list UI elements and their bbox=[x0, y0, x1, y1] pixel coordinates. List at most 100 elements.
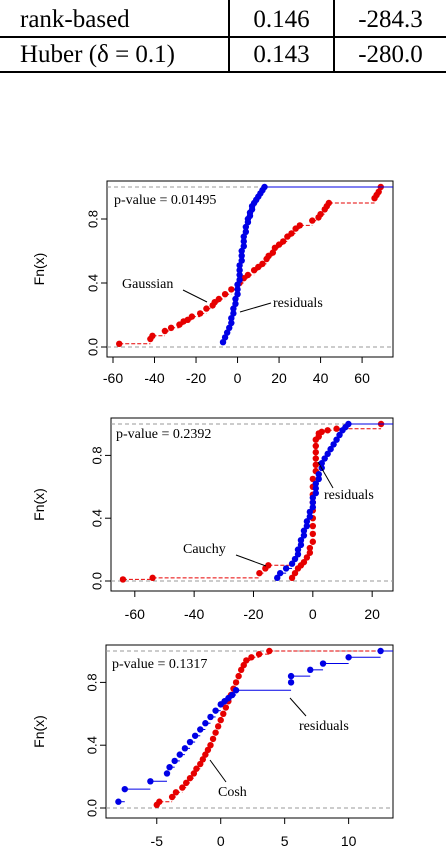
data-point bbox=[167, 324, 175, 331]
data-point bbox=[223, 329, 231, 336]
p-value-label: p-value = 0.01495 bbox=[114, 193, 216, 208]
table-bottom-rule bbox=[0, 71, 446, 73]
data-point bbox=[266, 647, 273, 655]
y-axis-label: Fn(x) bbox=[31, 253, 47, 286]
x-tick-label: 0 bbox=[217, 833, 225, 849]
table-cell-value1: 0.146 bbox=[253, 5, 310, 33]
data-point bbox=[202, 751, 209, 758]
table-cell-value1: 0.143 bbox=[253, 40, 310, 68]
data-point bbox=[116, 340, 123, 347]
data-point bbox=[226, 324, 233, 331]
data-point bbox=[300, 532, 308, 539]
data-point bbox=[222, 704, 230, 711]
data-point bbox=[321, 455, 328, 462]
data-point bbox=[303, 554, 311, 561]
data-point bbox=[232, 679, 240, 686]
table-cell-value2: -280.0 bbox=[358, 40, 423, 68]
x-tick-label: -40 bbox=[144, 370, 164, 386]
data-point bbox=[288, 230, 295, 237]
data-point bbox=[188, 313, 196, 320]
data-point bbox=[240, 661, 247, 669]
data-point bbox=[209, 735, 217, 743]
residuals-label: residuals bbox=[273, 296, 323, 311]
data-point bbox=[191, 732, 199, 739]
data-point bbox=[199, 756, 207, 763]
data-point bbox=[207, 742, 214, 749]
y-tick-label: 0.4 bbox=[89, 509, 104, 527]
data-point bbox=[197, 760, 204, 768]
data-point bbox=[336, 431, 343, 439]
plot-frame bbox=[106, 180, 394, 358]
data-point bbox=[163, 770, 171, 777]
data-point bbox=[229, 691, 236, 699]
data-point bbox=[238, 252, 245, 259]
label-leader-line bbox=[235, 554, 267, 567]
data-point bbox=[312, 489, 319, 497]
data-point bbox=[168, 793, 176, 801]
p-value-label: p-value = 0.2392 bbox=[116, 427, 211, 442]
label-leader-line bbox=[317, 461, 334, 489]
data-point bbox=[197, 726, 204, 733]
data-point bbox=[236, 262, 243, 269]
plot-frame bbox=[105, 644, 394, 819]
data-point bbox=[228, 286, 235, 293]
data-point bbox=[196, 310, 204, 317]
x-tick-label: -60 bbox=[103, 370, 123, 386]
data-point bbox=[238, 257, 245, 264]
data-point bbox=[319, 660, 327, 667]
x-tick-label: -20 bbox=[186, 370, 206, 386]
data-point bbox=[306, 508, 314, 516]
data-point bbox=[147, 778, 154, 785]
data-point bbox=[287, 672, 295, 680]
results-table: rank-based 0.146 -284.3 Huber (δ = 0.1) … bbox=[0, 0, 446, 73]
x-tick-label: -60 bbox=[125, 606, 145, 622]
p-value-label: p-value = 0.1317 bbox=[112, 657, 207, 672]
data-point bbox=[309, 499, 317, 506]
y-tick-label: 0.0 bbox=[84, 799, 99, 817]
data-point bbox=[221, 291, 229, 298]
data-point bbox=[300, 558, 308, 566]
data-point bbox=[274, 574, 281, 582]
y-tick-label: 0.8 bbox=[89, 446, 104, 464]
data-point bbox=[176, 751, 183, 758]
data-point bbox=[312, 449, 319, 456]
data-point bbox=[186, 774, 194, 782]
ecdf-panel-2: 0.0 0.4 0.8 -60 -40 -20 0 20 Fn(x) p-value = 0.23… bbox=[31, 417, 394, 622]
x-tick-label: 40 bbox=[313, 370, 329, 386]
data-point bbox=[243, 657, 250, 664]
data-point bbox=[312, 485, 319, 492]
data-point bbox=[315, 475, 322, 483]
data-point bbox=[327, 445, 334, 453]
data-point bbox=[220, 710, 227, 717]
y-tick-label: 0.4 bbox=[85, 274, 100, 292]
data-point bbox=[265, 562, 272, 569]
x-tick-label: -5 bbox=[151, 833, 164, 849]
data-point bbox=[230, 310, 237, 317]
data-point bbox=[182, 779, 190, 787]
data-point bbox=[261, 183, 268, 191]
data-point bbox=[300, 527, 308, 534]
data-point bbox=[309, 522, 317, 530]
data-point bbox=[240, 238, 247, 245]
data-point bbox=[204, 746, 212, 754]
data-point bbox=[312, 461, 319, 469]
data-point bbox=[179, 784, 186, 791]
y-tick-label: 0.8 bbox=[85, 210, 100, 228]
label-leader-line bbox=[182, 289, 208, 303]
table-row-divider bbox=[0, 36, 446, 38]
distribution-label: Cosh bbox=[218, 785, 247, 800]
x-tick-label: -40 bbox=[184, 606, 204, 622]
ecdf-panel-1: 0.0 0.4 0.8 -60 -40 -20 0 20 40 60 Fn(x) p-value = … bbox=[31, 180, 394, 386]
data-point bbox=[291, 569, 299, 577]
data-point bbox=[325, 199, 333, 207]
data-point bbox=[280, 238, 287, 245]
table-row: Huber (δ = 0.1) 0.143 -280.0 bbox=[0, 38, 446, 71]
data-point bbox=[309, 530, 317, 538]
residuals-label: residuals bbox=[324, 488, 374, 503]
y-axis-label: Fn(x) bbox=[31, 488, 47, 521]
data-point bbox=[269, 249, 277, 256]
data-point bbox=[309, 475, 317, 483]
data-point bbox=[171, 757, 178, 765]
data-point bbox=[288, 574, 296, 582]
